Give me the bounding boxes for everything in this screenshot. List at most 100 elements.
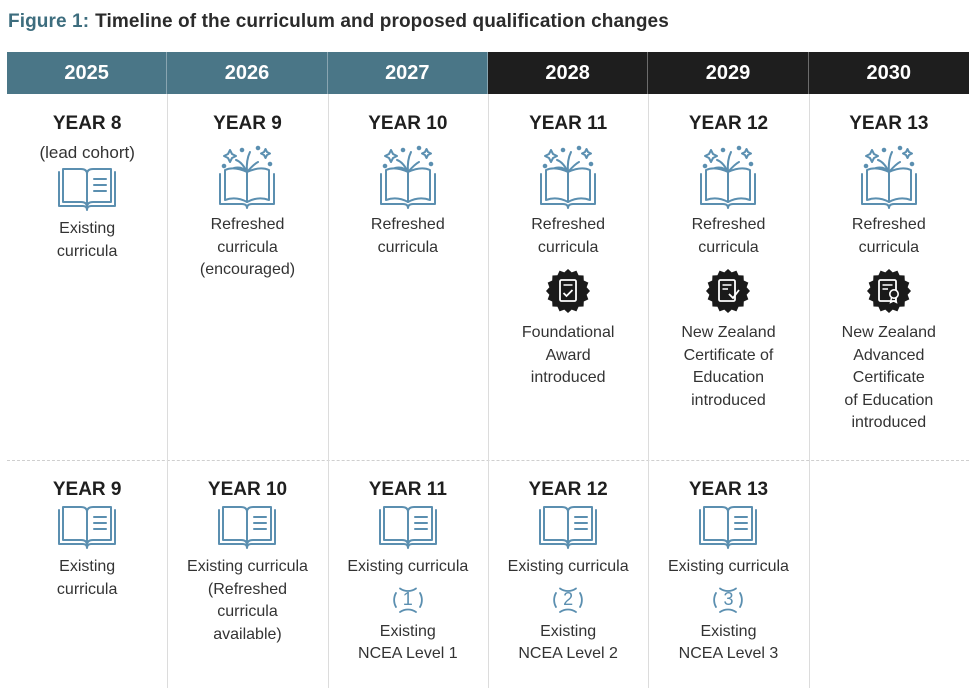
qualification-name-line: Certificate xyxy=(852,369,925,386)
sparkle-book-icon xyxy=(854,144,924,210)
year-header-2028: 2028 xyxy=(487,52,649,94)
text-line: Refreshed xyxy=(851,216,926,233)
ncea-level-number: 2 xyxy=(563,589,574,609)
year-label: YEAR 12 xyxy=(688,113,769,134)
text-line: Refreshed xyxy=(691,216,766,233)
year-label: YEAR 9 xyxy=(52,479,122,500)
text-line: NCEA Level 2 xyxy=(518,645,618,662)
year-label: YEAR 13 xyxy=(688,479,769,500)
qualification-note: introduced xyxy=(530,369,606,386)
qualification-note: introduced xyxy=(691,391,766,409)
book-icon xyxy=(696,504,760,552)
timeline-grid: YEAR 8 (lead cohort) Existing curricula YEA… xyxy=(7,94,969,688)
text-line: Existing xyxy=(59,558,116,575)
year-header-2027: 2027 xyxy=(327,52,488,94)
text-line: Existing curricula xyxy=(507,558,629,575)
sparkle-book-icon xyxy=(693,144,763,210)
ncea-level-text: Existing NCEA Level 1 xyxy=(358,621,458,666)
year-label: YEAR 9 xyxy=(213,113,282,134)
year-label: YEAR 11 xyxy=(368,479,447,500)
year-label: YEAR 12 xyxy=(528,479,608,500)
row2-cell: YEAR 10 Existing curricula (Refreshed curr… xyxy=(167,478,327,646)
text-line: Existing xyxy=(379,622,436,640)
year-label: YEAR 10 xyxy=(368,113,448,134)
year-label: YEAR 10 xyxy=(207,479,288,500)
curricula-text: Refreshed curricula (encouraged) xyxy=(200,214,295,282)
column-divider xyxy=(327,94,329,688)
book-icon xyxy=(536,504,600,552)
sparkle-book-icon xyxy=(533,144,603,210)
row1-cell: YEAR 9 Refreshed curricula (encouraged) xyxy=(167,112,327,282)
row1-cell: YEAR 12 Refreshed curricula New Zealand Ce… xyxy=(648,112,808,412)
curricula-text: Refreshed curricula xyxy=(852,214,926,259)
row1-cell: YEAR 8 (lead cohort) Existing curricula xyxy=(7,112,167,263)
figure-label: Figure 1: xyxy=(8,11,90,32)
year-header-row: 2025 2026 2027 2028 2029 2030 xyxy=(7,52,969,94)
qualification-name-line: Education xyxy=(692,369,765,386)
curricula-text: Existing curricula xyxy=(57,556,117,601)
year-label: YEAR 8 xyxy=(52,113,122,134)
text-line: Refreshed xyxy=(531,216,606,233)
certificate-badge-icon xyxy=(704,267,752,320)
qualification-name-line: New Zealand xyxy=(681,324,776,341)
text-line: curricula xyxy=(377,238,439,256)
ncea-level-text: Existing NCEA Level 3 xyxy=(679,621,779,666)
text-line: NCEA Level 3 xyxy=(678,645,779,662)
year-label: YEAR 11 xyxy=(529,113,608,134)
column-divider xyxy=(167,94,169,688)
qualification-name-line: New Zealand xyxy=(841,324,936,341)
ncea-level-number-icon: 3 xyxy=(711,583,745,617)
row2-cell: YEAR 13 Existing curricula 3 Existing NCEA… xyxy=(648,478,808,666)
award-certificate-badge-icon xyxy=(865,267,913,320)
row2-cell: YEAR 9 Existing curricula xyxy=(7,478,167,601)
row2-cell: YEAR 11 Existing curricula 1 Existing NCEA… xyxy=(328,478,488,666)
curricula-text: Existing curricula xyxy=(347,556,468,579)
book-icon xyxy=(215,504,279,552)
qualification-note: introduced xyxy=(851,414,927,431)
book-icon xyxy=(55,166,119,214)
ncea-level-number-icon: 2 xyxy=(551,583,585,617)
curricula-text: Existing curricula xyxy=(668,556,789,579)
text-line: curricula xyxy=(698,238,759,256)
qualification-name-line: Award xyxy=(545,346,591,364)
curricula-text: Refreshed curricula xyxy=(371,214,445,259)
column-divider xyxy=(487,94,489,688)
qualification-text: New Zealand Certificate of Education introd… xyxy=(681,322,775,412)
qualification-text: New Zealand Advanced Certificate of Educati… xyxy=(842,322,936,435)
row1-cell: YEAR 11 Refreshed curricula Foundational A… xyxy=(488,112,648,390)
qualification-text: Foundational Award introduced xyxy=(522,322,615,390)
text-line: Existing xyxy=(700,622,757,640)
text-line: (encouraged) xyxy=(199,261,296,278)
book-icon xyxy=(55,504,119,552)
sparkle-book-icon xyxy=(212,144,282,210)
text-line: Existing curricula xyxy=(668,558,789,575)
text-line: curricula xyxy=(56,580,118,598)
figure-title-text: Timeline of the curriculum and proposed … xyxy=(95,11,669,32)
document-badge-icon xyxy=(544,267,592,320)
text-line: Existing curricula xyxy=(187,558,308,575)
qualification-name-line: Foundational xyxy=(521,324,615,341)
figure-title: Figure 1: Timeline of the curriculum and … xyxy=(8,11,669,33)
ncea-level-number-icon: 1 xyxy=(391,583,425,617)
row1-cell: YEAR 13 Refreshed curricula New Zealand Ad… xyxy=(809,112,969,435)
qualification-name-line: Advanced xyxy=(853,346,925,364)
text-line: curricula xyxy=(217,238,278,256)
text-line: NCEA Level 1 xyxy=(358,645,458,662)
sparkle-book-icon xyxy=(373,144,443,210)
text-line: curricula xyxy=(858,238,920,256)
column-divider xyxy=(808,94,810,688)
curricula-text: Refreshed curricula xyxy=(531,214,605,259)
text-line: (Refreshed xyxy=(207,580,288,598)
text-line: curricula xyxy=(537,238,599,256)
ncea-level-number: 3 xyxy=(723,589,734,609)
lead-cohort-note: (lead cohort) xyxy=(39,143,135,162)
year-header-2030: 2030 xyxy=(808,52,969,94)
text-line: Existing xyxy=(59,220,116,237)
text-line: Refreshed xyxy=(210,216,285,233)
text-line: curricula xyxy=(56,242,118,260)
year-label: YEAR 13 xyxy=(849,113,929,134)
year-header-2025: 2025 xyxy=(7,52,168,94)
column-divider xyxy=(648,94,650,688)
curricula-text: Existing curricula xyxy=(57,218,117,263)
curricula-text: Refreshed curricula xyxy=(692,214,766,259)
